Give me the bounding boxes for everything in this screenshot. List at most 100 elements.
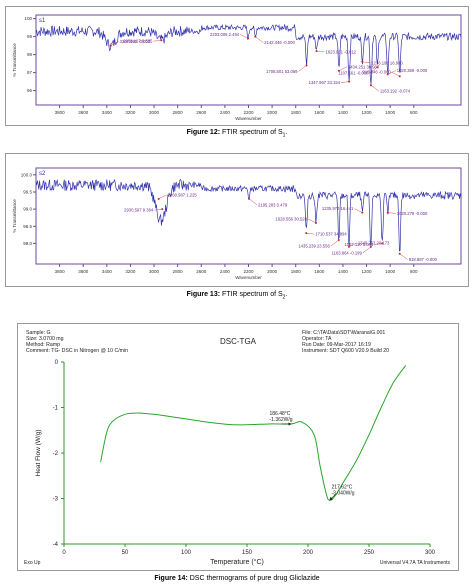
- peak-label: 1623.931 -0.012: [326, 50, 357, 55]
- x-tick-label: 2600: [196, 269, 207, 274]
- x-tick-label: 3200: [125, 269, 136, 274]
- peak-leader: [369, 67, 378, 74]
- peak-marker: [347, 245, 350, 248]
- peak-label: 918.846 -0.000: [363, 70, 392, 75]
- dsc-title: DSC-TGA: [220, 337, 257, 346]
- peak-leader: [338, 66, 347, 71]
- y-tick-label: 100: [24, 16, 32, 21]
- x-tick-label: 2800: [173, 269, 184, 274]
- x-tick-label: 1800: [291, 110, 302, 115]
- peak-label: 1020.369 -0.000: [397, 68, 428, 73]
- peak-leader: [362, 246, 371, 254]
- annotation-peak-temp: 217.62°C: [331, 484, 352, 490]
- ftir-chart-s1: 3800 3600 3400 3200 3000 2800 2600 2400 2200 2000…: [12, 14, 462, 121]
- peak-label: 1434.251 30.907: [348, 64, 380, 69]
- x-tick-label: 1600: [314, 269, 325, 274]
- series-label: s2: [39, 171, 46, 177]
- x-tick-label: 200: [303, 550, 314, 556]
- peak-label: 1107.561 -0.000: [338, 71, 369, 76]
- x-tick-label: 3600: [78, 269, 89, 274]
- y-tick-label: 100.0: [21, 172, 33, 177]
- header-size: Size: 3.0700 mg: [26, 336, 64, 342]
- peak-leader: [154, 208, 163, 211]
- peak-marker: [386, 211, 389, 214]
- spectrum-line: [35, 23, 462, 85]
- peak-label: 1163.192 -0.074: [380, 89, 411, 94]
- x-tick-label: 2000: [267, 269, 278, 274]
- peak-leader: [354, 208, 363, 213]
- peak-leader: [298, 65, 307, 72]
- peak-label: 2142.446 -0.000: [264, 40, 295, 45]
- peak-leader: [153, 40, 162, 42]
- peak-label: 1708.501 53.069: [266, 69, 298, 74]
- peak-label: 1347.967 33.154: [309, 80, 341, 85]
- peak-leader: [348, 242, 358, 248]
- dsc-panel: Sample: G Size: 3.0700 mg Method: Ramp Comm…: [17, 323, 459, 571]
- peak-leader: [370, 85, 380, 92]
- exo-up-label: Exo Up: [24, 560, 41, 566]
- annotation-onset-temp: 186.48°C: [270, 411, 291, 417]
- peak-label: 918.887 -0.000: [409, 257, 438, 262]
- annotation-arrow: [288, 422, 292, 426]
- y-tick-label: -3: [53, 497, 59, 503]
- x-tick-label: 3800: [55, 269, 66, 274]
- y-tick-label: 98: [27, 52, 33, 57]
- peak-leader: [387, 70, 396, 75]
- peak-leader: [316, 50, 325, 53]
- ftir-chart-s2: 3800 3600 3400 3200 3000 2800 2600 2400 2200 2000…: [12, 167, 462, 280]
- annotation-arrow: [329, 496, 333, 501]
- y-tick-label: 96: [27, 88, 33, 93]
- x-tick-label: 2800: [173, 110, 184, 115]
- x-tick-label: 150: [242, 550, 253, 556]
- x-tick-label: 3400: [102, 110, 113, 115]
- peak-label: 1435.239 23.556: [298, 244, 330, 249]
- peak-leader: [387, 212, 396, 214]
- peak-leader: [306, 232, 315, 235]
- universal-label: Universal V4.7A TA Instruments: [380, 560, 451, 566]
- header-instrument: Instrument: SDT Q600 V20.9 Build 20: [302, 348, 389, 354]
- peak-leader: [158, 194, 167, 200]
- y-axis-label: % Transmittance: [12, 199, 17, 233]
- peak-label: 2938.127 6.535: [123, 39, 153, 44]
- x-tick-label: 2400: [220, 110, 231, 115]
- peak-label: 1235.970 16.441: [322, 206, 354, 211]
- y-tick-label: -4: [53, 542, 59, 548]
- x-tick-label: 1000: [385, 269, 396, 274]
- x-tick-label: 1200: [362, 269, 373, 274]
- y-tick-label: -1: [53, 406, 59, 412]
- annotation-onset-value: -1.362W/g: [270, 417, 293, 423]
- peak-label: 2195.283 0.479: [258, 202, 288, 207]
- peak-leader: [374, 243, 383, 245]
- peak-marker: [247, 37, 250, 40]
- peak-leader: [341, 81, 350, 83]
- x-tick-label: 3200: [125, 110, 136, 115]
- peak-marker: [314, 221, 317, 224]
- peak-label: 2203.005 2.494: [210, 32, 240, 37]
- peak-label: 1710.537 34.894: [315, 232, 347, 237]
- y-axis-label: % Transmittance: [12, 43, 17, 77]
- header-file: File: C:\TA\Data\SDT\Warana\G.001: [302, 330, 385, 336]
- heat-flow-curve: [100, 365, 407, 501]
- x-tick-label: 2400: [220, 269, 231, 274]
- peak-leader: [110, 41, 119, 46]
- peak-leader: [330, 239, 339, 247]
- peak-label: 1020.278 -0.000: [397, 211, 428, 216]
- peak-leader: [391, 72, 400, 77]
- y-tick-label: 99: [27, 34, 33, 39]
- figure-14-caption: Figure 14: DSC thermograms of pure drug …: [154, 575, 320, 582]
- peak-label: 3367.580 -0.000: [120, 39, 151, 44]
- peak-marker: [157, 197, 160, 200]
- peak-label: 1236.196 16.930: [371, 60, 403, 65]
- x-tick-label: 2200: [243, 110, 254, 115]
- x-tick-label: 3600: [78, 110, 89, 115]
- x-tick-label: 800: [410, 269, 418, 274]
- ftir-panel-2: 3800 3600 3400 3200 3000 2800 2600 2400 2200 2000…: [5, 153, 469, 287]
- y-tick-label: 98.5: [23, 224, 32, 229]
- peak-leader: [307, 218, 317, 224]
- x-tick-label: 3800: [55, 110, 66, 115]
- x-tick-label: 1800: [291, 269, 302, 274]
- x-axis-label: Temperature (°C): [210, 558, 264, 566]
- x-tick-label: 2000: [267, 110, 278, 115]
- figure-12-caption: Figure 12: FTIR spectrum of S1.: [186, 129, 288, 139]
